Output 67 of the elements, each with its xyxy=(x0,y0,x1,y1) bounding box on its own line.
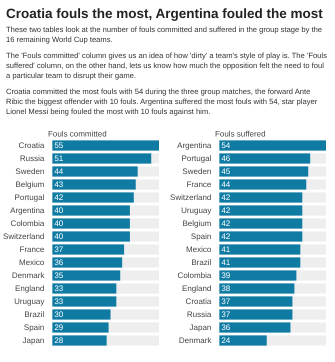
y-tick-label: England xyxy=(182,284,212,293)
y-tick-label: Spain xyxy=(24,323,44,332)
data-label: 28 xyxy=(54,336,64,345)
y-tick-label: Brazil xyxy=(191,258,212,267)
data-label: 40 xyxy=(54,219,64,228)
y-tick-label: Brazil xyxy=(24,310,45,319)
y-tick-label: Sweden xyxy=(182,167,212,176)
y-tick-label: France xyxy=(19,245,45,254)
data-label: 44 xyxy=(221,180,231,189)
data-label: 42 xyxy=(221,193,231,202)
y-tick-label: Japan xyxy=(22,336,44,345)
y-tick-label: Croatia xyxy=(18,141,45,150)
y-tick-label: Portugal xyxy=(14,193,45,202)
y-tick-label: Mexico xyxy=(186,245,212,254)
data-label: 37 xyxy=(54,245,64,254)
y-tick-label: Colombia xyxy=(178,271,212,280)
y-tick-label: Argentina xyxy=(10,206,45,215)
data-label: 39 xyxy=(221,271,231,280)
y-tick-label: Belgium xyxy=(15,180,45,189)
data-label: 33 xyxy=(54,284,64,293)
text: Croatia fouls the most, Argentina fouled the most xyxy=(6,6,324,21)
data-label: 40 xyxy=(54,206,64,215)
data-label: 40 xyxy=(54,232,64,241)
data-label: 42 xyxy=(221,232,231,241)
y-tick-label: Denmark xyxy=(178,336,212,345)
data-label: 37 xyxy=(221,297,231,306)
y-tick-label: Russia xyxy=(186,310,212,319)
y-tick-label: Russia xyxy=(20,154,45,163)
data-label: 29 xyxy=(54,323,64,332)
y-tick-label: Colombia xyxy=(10,219,45,228)
data-label: 35 xyxy=(54,271,64,280)
y-tick-label: Denmark xyxy=(12,271,46,280)
y-tick-label: Switzerland xyxy=(2,232,44,241)
y-tick-label: Spain xyxy=(190,232,212,241)
data-label: 42 xyxy=(54,193,64,202)
data-label: 44 xyxy=(54,167,64,176)
y-tick-label: Croatia xyxy=(186,297,212,306)
data-label: 45 xyxy=(221,167,231,176)
data-label: 37 xyxy=(221,310,231,319)
y-tick-label: France xyxy=(186,180,212,189)
data-label: 51 xyxy=(54,154,64,163)
data-label: 41 xyxy=(221,258,231,267)
data-label: 43 xyxy=(54,180,64,189)
data-label: 36 xyxy=(221,323,231,332)
data-label: 30 xyxy=(54,310,64,319)
y-tick-label: Uruguay xyxy=(181,206,212,215)
data-label: 33 xyxy=(54,297,64,306)
data-label: 46 xyxy=(221,154,231,163)
y-tick-label: Portugal xyxy=(182,154,212,163)
chart-title: Fouls suffered xyxy=(215,130,266,138)
data-label: 36 xyxy=(54,258,64,267)
y-tick-label: Japan xyxy=(190,323,212,332)
y-tick-label: Uruguay xyxy=(14,297,44,306)
data-label: 42 xyxy=(221,206,231,215)
data-label: 41 xyxy=(221,245,231,254)
y-tick-label: Sweden xyxy=(15,167,44,176)
y-tick-label: Belgium xyxy=(182,219,212,228)
data-label: 24 xyxy=(221,336,231,345)
data-label: 38 xyxy=(221,284,231,293)
y-tick-label: England xyxy=(14,284,44,293)
data-label: 54 xyxy=(221,141,231,150)
y-tick-label: Argentina xyxy=(177,141,212,150)
data-label: 55 xyxy=(54,141,64,150)
y-tick-label: Switzerland xyxy=(170,193,212,202)
data-label: 42 xyxy=(221,219,231,228)
chart-title: Fouls committed xyxy=(48,130,107,138)
y-tick-label: Mexico xyxy=(19,258,45,267)
